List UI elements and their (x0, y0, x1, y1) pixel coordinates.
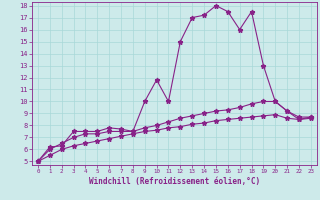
X-axis label: Windchill (Refroidissement éolien,°C): Windchill (Refroidissement éolien,°C) (89, 177, 260, 186)
